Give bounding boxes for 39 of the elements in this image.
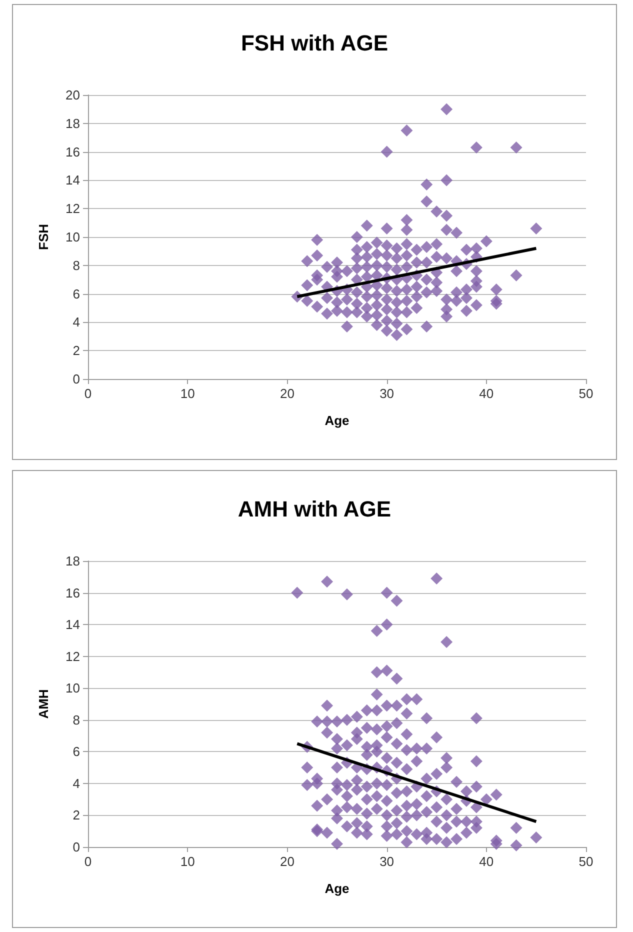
y-tick-label: 10 xyxy=(66,230,80,244)
y-tick-label: 12 xyxy=(66,201,80,216)
x-tick-label: 30 xyxy=(380,386,394,401)
y-axis-title: AMH xyxy=(36,689,51,719)
x-tick-label: 10 xyxy=(180,386,195,401)
x-tick-label: 10 xyxy=(180,854,195,869)
y-tick-label: 6 xyxy=(72,744,80,760)
y-tick-label: 12 xyxy=(66,648,80,664)
x-tick-label: 50 xyxy=(578,386,594,401)
x-tick-label: 40 xyxy=(479,386,494,401)
x-tick-label: 0 xyxy=(84,386,92,401)
y-tick-label: 4 xyxy=(72,314,80,330)
x-tick-label: 0 xyxy=(84,854,92,869)
y-tick-label: 14 xyxy=(66,172,80,188)
x-tick-label: 40 xyxy=(479,854,494,869)
y-tick-label: 16 xyxy=(66,144,80,160)
y-tick-label: 2 xyxy=(72,343,80,358)
x-axis-title: Age xyxy=(324,881,350,896)
chart-title: AMH with AGE xyxy=(238,496,392,522)
y-tick-label: 2 xyxy=(72,808,80,823)
x-tick-label: 20 xyxy=(280,854,294,869)
x-tick-label: 50 xyxy=(578,854,594,869)
y-tick-label: 18 xyxy=(66,116,80,131)
chart-title: FSH with AGE xyxy=(240,30,388,56)
y-tick-label: 0 xyxy=(72,372,80,386)
x-tick-label: 20 xyxy=(280,386,294,401)
y-tick-label: 14 xyxy=(66,617,80,632)
y-tick-label: 6 xyxy=(72,286,80,302)
y-tick-label: 8 xyxy=(72,712,80,728)
y-axis-title: FSH xyxy=(36,224,51,250)
x-axis-title: Age xyxy=(324,413,350,428)
x-tick-label: 30 xyxy=(380,854,394,869)
y-tick-label: 4 xyxy=(72,776,80,791)
y-tick-label: 10 xyxy=(66,680,80,696)
y-tick-label: 0 xyxy=(72,840,80,854)
y-tick-label: 16 xyxy=(66,585,80,600)
y-tick-label: 20 xyxy=(66,88,80,102)
y-tick-label: 18 xyxy=(66,554,80,568)
y-tick-label: 8 xyxy=(72,258,80,273)
